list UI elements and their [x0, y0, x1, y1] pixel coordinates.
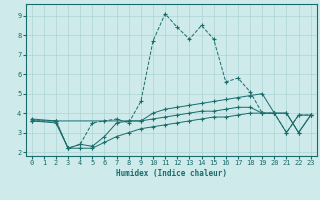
X-axis label: Humidex (Indice chaleur): Humidex (Indice chaleur) — [116, 169, 227, 178]
